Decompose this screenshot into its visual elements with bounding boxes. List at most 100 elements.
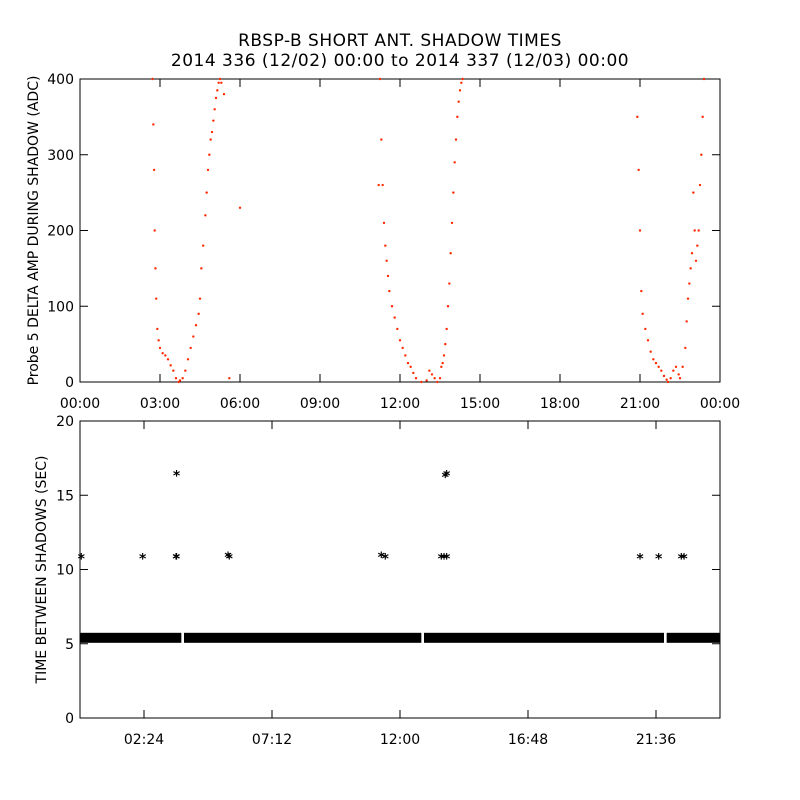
data-point [406,361,410,365]
x-tick-label: 15:00 [460,396,500,412]
y-tick-label: 0 [65,711,74,727]
data-point [644,327,647,331]
y-tick-label: 10 [56,563,74,579]
data-point [688,282,691,285]
data-point: * [173,468,181,484]
data-point [686,297,690,300]
data-point [238,206,242,209]
data-point [169,364,172,367]
data-point [460,81,463,84]
y-tick-label: 15 [56,488,74,504]
data-point [430,373,434,376]
data-point [206,168,210,172]
data-point [174,377,178,380]
data-point [694,259,698,262]
y-tick-label: 400 [47,72,74,88]
x-tick-label: 06:00 [220,396,260,412]
data-point [158,346,162,350]
data-point [378,77,382,81]
y-tick-label: 5 [65,637,74,653]
data-point: * [438,552,446,568]
data-point [450,221,454,225]
data-point [701,115,704,119]
data-point [396,327,399,331]
data-point [414,377,418,380]
data-point [184,369,187,372]
x-tick-label: 12:00 [380,396,420,412]
x-tick-label: 21:36 [636,732,676,748]
data-point [696,244,699,247]
data-point [692,191,695,194]
data-point [216,89,219,92]
baseline-band [424,632,664,643]
data-point [412,371,415,375]
data-point [401,346,404,350]
y-axis-label: TIME BETWEEN SHADOWS (SEC) [34,456,50,685]
baseline-band [666,632,720,643]
data-point [155,297,158,300]
data-point [638,229,642,232]
data-point [208,153,211,156]
data-point [381,183,384,187]
data-point [212,119,215,122]
data-point [461,77,464,81]
data-point [409,365,412,369]
data-point [210,130,214,134]
data-point [444,342,447,346]
baseline-band [184,632,422,643]
x-tick-label: 09:00 [300,396,340,412]
y-tick-label: 0 [65,375,74,391]
data-point [198,297,202,300]
data-point [681,365,684,369]
data-point [220,81,223,84]
data-point [438,377,442,380]
data-point [657,365,660,369]
x-tick-label: 00:00 [700,396,740,412]
data-point [685,320,688,323]
data-point: * [173,552,181,568]
data-point: * [678,552,686,568]
data-point [218,77,222,81]
data-point [157,339,160,342]
data-point [678,377,682,380]
data-point [448,282,451,285]
data-point [194,323,198,327]
data-point: * [378,550,386,566]
data-point [666,380,670,384]
data-point [398,339,402,342]
x-tick-label: 18:00 [540,396,580,412]
data-point [445,327,448,331]
data-point [637,168,640,172]
data-point: * [440,552,448,568]
data-point [214,96,218,100]
data-point [204,214,207,217]
data-point [449,252,452,255]
data-point [646,339,650,342]
data-point [674,365,678,369]
data-point [641,312,644,316]
x-tick-label: 16:48 [508,732,548,748]
data-point: * [655,552,663,568]
data-point [433,377,436,380]
data-point [698,183,702,187]
y-tick-label: 200 [47,224,74,240]
data-point [161,352,164,355]
data-point: * [382,552,390,568]
data-point [390,305,394,308]
data-point [702,77,706,81]
plot-frame [79,78,721,383]
x-tick-label: 00:00 [60,396,100,412]
data-point [452,191,455,194]
x-tick-label: 02:24 [124,732,164,748]
data-point [192,335,195,338]
data-point [386,274,390,278]
data-point [636,115,639,119]
data-point [186,358,190,361]
chart-subtitle: 2014 336 (12/02) 00:00 to 2014 337 (12/0… [170,51,630,71]
data-point [382,221,386,225]
y-tick-label: 20 [56,414,74,430]
data-point [453,161,456,164]
data-point [654,361,658,365]
data-point [156,327,159,331]
data-point [440,365,443,369]
